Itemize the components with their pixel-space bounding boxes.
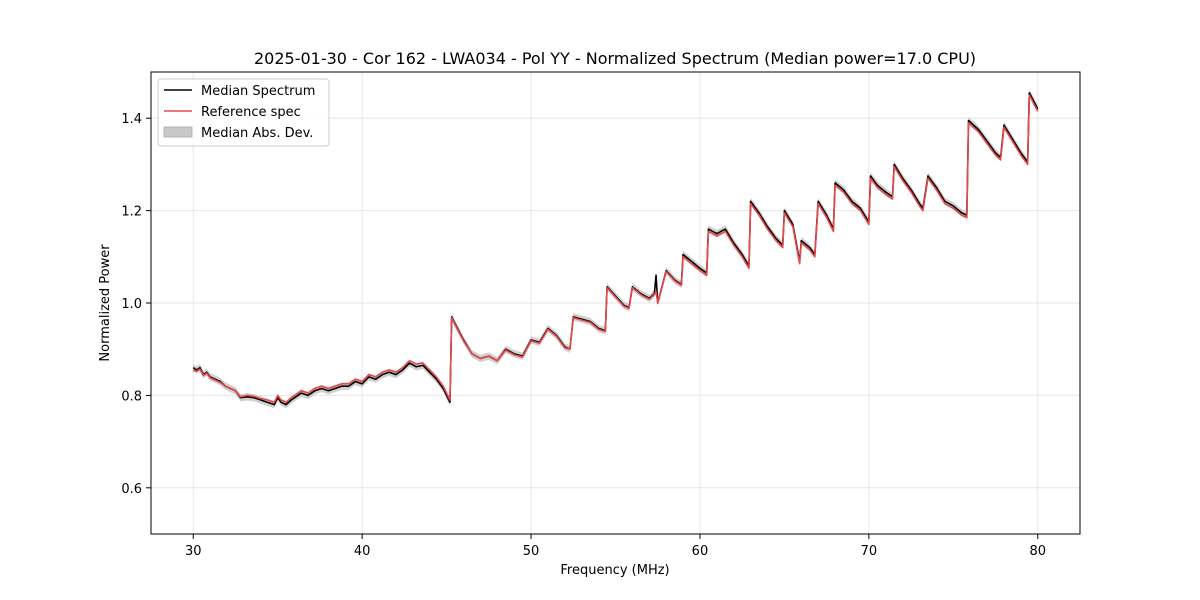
legend-mad-label: Median Abs. Dev.	[201, 126, 313, 141]
legend-mad-swatch	[163, 126, 193, 138]
x-tick-label: 30	[185, 544, 202, 559]
series-layer	[192, 91, 1039, 406]
legend: Median Spectrum Reference spec Median Ab…	[157, 78, 330, 147]
y-tick-label: 0.6	[121, 482, 142, 497]
legend-reference-label: Reference spec	[201, 105, 301, 120]
y-axis-ticks: 0.6 0.8 1.0 1.2 1.4	[121, 112, 151, 497]
y-tick-label: 1.4	[121, 112, 142, 127]
x-axis-label: Frequency (MHz)	[560, 563, 669, 578]
reference-spec-line	[192, 94, 1039, 404]
x-tick-label: 80	[1029, 544, 1046, 559]
x-tick-label: 40	[354, 544, 371, 559]
chart-title: 2025-01-30 - Cor 162 - LWA034 - Pol YY -…	[254, 49, 976, 68]
x-tick-label: 50	[523, 544, 540, 559]
legend-median-label: Median Spectrum	[201, 84, 315, 99]
x-tick-label: 70	[861, 544, 878, 559]
x-tick-label: 60	[692, 544, 709, 559]
y-tick-label: 1.2	[121, 205, 142, 220]
y-tick-label: 1.0	[121, 297, 142, 312]
y-tick-label: 0.8	[121, 389, 142, 404]
x-axis-ticks: 30 40 50 60 70 80	[185, 534, 1046, 559]
y-axis-label: Normalized Power	[98, 244, 113, 362]
legend-box	[157, 78, 330, 147]
